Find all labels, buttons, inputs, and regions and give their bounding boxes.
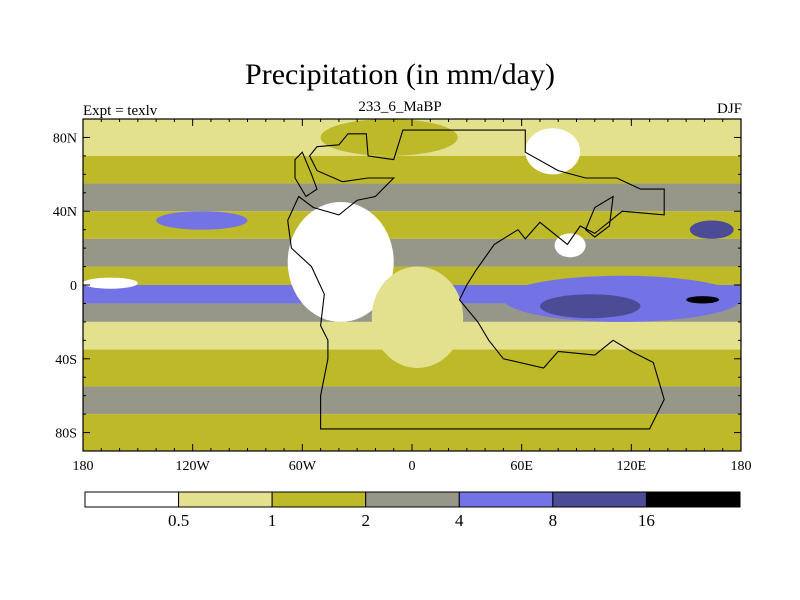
precip-region-9 [320, 119, 458, 156]
colorbar-label: 1 [268, 511, 277, 530]
x-tick-label: 60W [289, 459, 317, 474]
x-tick-label: 180 [73, 459, 94, 474]
colorbar-swatch [271, 491, 367, 508]
y-tick-label: 0 [70, 279, 77, 294]
continent-outline [287, 129, 665, 430]
colorbar-swatch [552, 491, 647, 508]
precip-region-7 [554, 233, 586, 258]
precip-region-4 [686, 296, 720, 304]
colorbar-swatch [458, 491, 554, 508]
island-outline [584, 195, 614, 238]
precip-region-0 [287, 202, 394, 322]
y-tick-label: 40S [55, 353, 77, 368]
coastline-outline [287, 129, 665, 430]
precip-band-10 [83, 386, 741, 415]
precip-band-4 [83, 238, 741, 267]
x-tick-label: 60E [510, 459, 533, 474]
precip-region-5 [83, 277, 138, 289]
precip-region-1 [371, 266, 464, 368]
experiment-label: Expt = texlv [83, 103, 158, 119]
colorbar-label: 16 [638, 511, 655, 530]
chart-title: Precipitation (in mm/day) [245, 58, 555, 91]
x-tick-label: 120E [617, 459, 647, 474]
colorbar-legend: 0.5 1 2 4 8 16 [84, 491, 741, 530]
y-tick-label: 80S [55, 427, 77, 442]
x-tick-label: 120W [176, 459, 211, 474]
colorbar-swatch [84, 491, 180, 508]
colorbar-label: 2 [361, 511, 370, 530]
y-tick-label: 40N [53, 205, 77, 220]
precip-region-10 [525, 128, 581, 175]
precip-band-1 [83, 155, 741, 184]
season-label: DJF [716, 101, 742, 117]
x-tick-label: 180 [731, 459, 752, 474]
colorbar-swatch [178, 491, 273, 508]
precip-region-8 [156, 211, 248, 230]
time-label: 233_6_MaBP [358, 99, 442, 115]
y-tick-label: 80N [53, 131, 77, 146]
precip-region-3 [539, 294, 641, 319]
peninsula-outline [294, 151, 318, 198]
plot-fill [83, 119, 741, 451]
colorbar-label: 8 [549, 511, 558, 530]
colorbar-swatch [365, 491, 460, 508]
precip-region-6 [689, 220, 734, 239]
precip-band-2 [83, 183, 741, 212]
colorbar-swatch [645, 491, 741, 508]
colorbar-label: 4 [455, 511, 464, 530]
axis-ticks: 180 120W 60W 0 60E 120E 180 80N 40N 0 40S 80S [53, 119, 752, 474]
colorbar-label: 0.5 [168, 511, 189, 530]
x-tick-label: 0 [409, 459, 416, 474]
